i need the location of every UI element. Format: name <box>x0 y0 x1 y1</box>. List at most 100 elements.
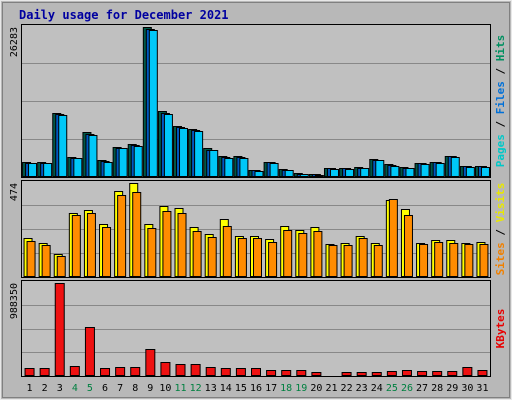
max-label-top: 26283 <box>9 27 20 57</box>
bar-sites-day-25 <box>388 199 398 277</box>
legend-item-files: Files <box>494 81 507 114</box>
bar-sites-day-22 <box>343 245 353 277</box>
legend-item-visits: Visits <box>494 183 507 223</box>
x-tick-label-8: 8 <box>132 383 138 394</box>
x-axis-labels: 1 2 3 4 5 6 7 8 9 10 11 12 13 14 15 16 17 18 19 20 21 22 23 24 2… <box>27 383 489 394</box>
plot-area-bottom <box>21 280 491 377</box>
bar-sites-day-1 <box>26 241 36 277</box>
bar-pages-day-23 <box>360 168 370 177</box>
bar-kbytes-day-19 <box>296 370 307 376</box>
bar-sites-day-5 <box>86 213 96 277</box>
bar-pages-day-27 <box>420 164 430 177</box>
legend-item-sites: Sites <box>494 242 507 275</box>
legend-top: Pages / Files / Hits <box>494 35 507 168</box>
panel-bottom: 988350 KBytes <box>9 280 507 377</box>
x-tick-label-15: 15 <box>235 383 247 394</box>
x-tick-label-27: 27 <box>416 383 428 394</box>
bar-pages-day-4 <box>73 158 83 177</box>
bar-kbytes-day-27 <box>417 371 428 376</box>
x-tick-label-26: 26 <box>401 383 413 394</box>
bar-kbytes-day-17 <box>266 370 277 376</box>
x-tick-label-10: 10 <box>159 383 171 394</box>
bar-kbytes-day-25 <box>386 371 397 376</box>
bar-sites-day-13 <box>207 237 217 277</box>
bar-sites-day-16 <box>253 238 262 277</box>
bar-pages-day-6 <box>103 162 113 177</box>
bar-sites-day-15 <box>237 238 247 277</box>
bar-sites-day-23 <box>358 238 368 277</box>
bar-sites-day-11 <box>177 213 187 277</box>
bar-sites-day-8 <box>132 192 142 277</box>
legend-bottom: KBytes <box>494 309 507 349</box>
bar-pages-day-24 <box>375 160 385 177</box>
bar-pages-day-17 <box>269 163 279 177</box>
bar-kbytes-day-28 <box>432 371 443 376</box>
x-tick-label-7: 7 <box>117 383 123 394</box>
x-tick-label-23: 23 <box>356 383 368 394</box>
bar-pages-day-3 <box>58 115 68 177</box>
bar-kbytes-day-3 <box>54 283 65 376</box>
bar-kbytes-day-11 <box>175 364 186 376</box>
bar-sites-day-18 <box>283 230 293 277</box>
x-tick-label-2: 2 <box>42 383 48 394</box>
x-tick-label-24: 24 <box>371 383 383 394</box>
bar-kbytes-day-31 <box>477 370 488 376</box>
panel-top: 26283 Pages / Files / Hits <box>9 24 507 178</box>
bar-kbytes-day-9 <box>145 349 156 376</box>
bar-pages-day-13 <box>209 150 219 177</box>
bar-pages-day-8 <box>133 146 143 177</box>
x-tick-label-30: 30 <box>461 383 473 394</box>
x-tick-label-13: 13 <box>205 383 217 394</box>
bar-kbytes-day-29 <box>447 371 458 376</box>
bar-pages-day-26 <box>405 168 415 177</box>
bar-pages-day-22 <box>345 169 355 177</box>
chart-panels: 26283 Pages / Files / Hits 474 Sites / Visi… <box>9 24 507 377</box>
bar-pages-day-16 <box>254 171 264 177</box>
bar-kbytes-day-2 <box>39 368 50 376</box>
bar-pages-day-7 <box>118 148 128 177</box>
bar-kbytes-day-12 <box>190 364 201 376</box>
x-tick-label-12: 12 <box>190 383 202 394</box>
bar-sites-day-10 <box>162 211 172 277</box>
bar-sites-day-2 <box>41 245 51 277</box>
bar-kbytes-day-16 <box>251 368 261 376</box>
bar-kbytes-day-6 <box>100 368 111 376</box>
bar-pages-day-12 <box>194 131 204 177</box>
bar-sites-day-19 <box>298 233 308 277</box>
bar-sites-day-30 <box>464 244 474 277</box>
bar-sites-day-28 <box>434 242 444 277</box>
bar-kbytes-day-1 <box>24 368 35 376</box>
bar-pages-day-10 <box>163 114 173 177</box>
bar-kbytes-day-24 <box>371 372 382 376</box>
panel-middle: 474 Sites / Visits <box>9 180 507 278</box>
bar-sites-day-6 <box>102 227 112 277</box>
bar-pages-day-14 <box>224 158 234 177</box>
x-tick-label-9: 9 <box>147 383 153 394</box>
bar-pages-day-20 <box>314 175 324 177</box>
x-tick-label-20: 20 <box>310 383 322 394</box>
bar-pages-day-31 <box>480 167 490 177</box>
bar-pages-day-15 <box>239 158 249 177</box>
bar-pages-day-21 <box>329 169 339 177</box>
bar-kbytes-day-4 <box>69 366 80 376</box>
x-tick-label-14: 14 <box>220 383 232 394</box>
x-tick-label-31: 31 <box>476 383 488 394</box>
x-tick-label-21: 21 <box>325 383 337 394</box>
bar-pages-day-18 <box>284 170 294 177</box>
bar-sites-day-24 <box>373 245 383 277</box>
bar-kbytes-day-30 <box>462 367 473 376</box>
x-tick-label-19: 19 <box>295 383 307 394</box>
bar-kbytes-day-5 <box>84 327 95 376</box>
x-tick-label-11: 11 <box>174 383 186 394</box>
bar-kbytes-day-22 <box>341 372 352 376</box>
legend-middle: Sites / Visits <box>494 183 507 276</box>
bar-kbytes-day-23 <box>356 372 367 376</box>
x-tick-label-28: 28 <box>431 383 443 394</box>
x-tick-label-16: 16 <box>250 383 262 394</box>
x-tick-label-25: 25 <box>386 383 398 394</box>
max-label-bottom: 988350 <box>9 283 20 319</box>
legend-item-hits: Hits <box>494 35 507 62</box>
bar-pages-day-11 <box>179 128 189 177</box>
bar-sites-day-17 <box>268 242 278 277</box>
